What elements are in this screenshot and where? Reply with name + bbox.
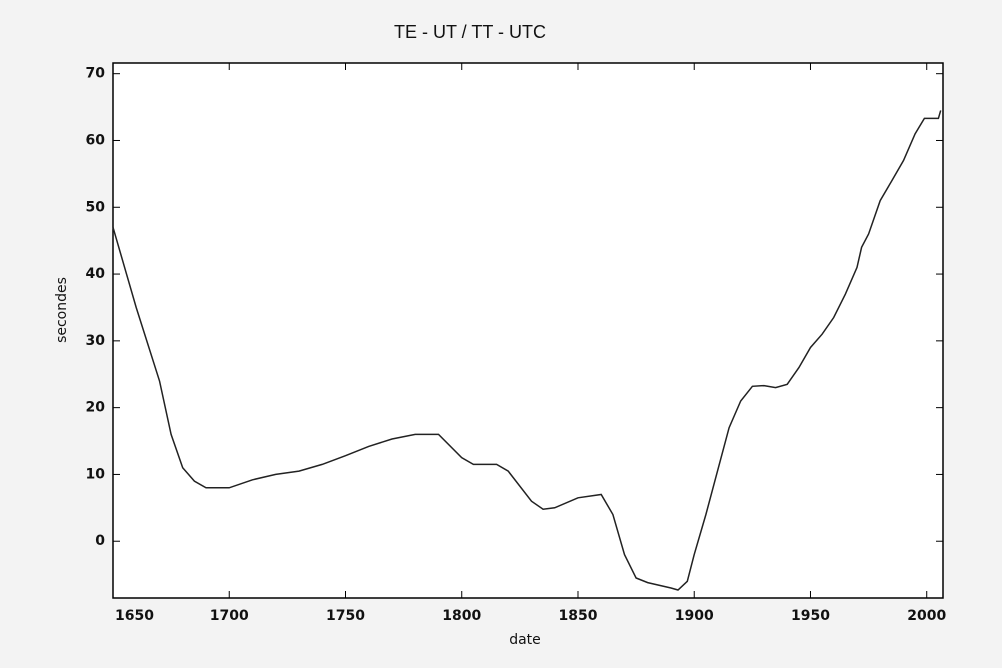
y-tick-label: 60 (86, 132, 106, 148)
plot-area (112, 62, 944, 599)
y-tick-label: 10 (86, 466, 106, 482)
y-tick-label: 50 (86, 199, 106, 215)
x-tick-label: 1850 (559, 608, 598, 624)
x-tick-label: 1700 (210, 608, 249, 624)
x-tick-label: 1650 (115, 608, 154, 624)
y-tick-label: 0 (95, 533, 105, 549)
chart-title: TE - UT / TT - UTC (394, 22, 546, 42)
x-tick-label: 2000 (907, 608, 946, 624)
x-tick-label: 1750 (326, 608, 365, 624)
x-tick-label: 1950 (791, 608, 830, 624)
y-tick-label: 30 (86, 333, 106, 349)
x-axis-label: date (509, 632, 541, 648)
data-line (112, 110, 942, 591)
y-tick-label: 40 (86, 266, 106, 282)
x-tick-label: 1800 (442, 608, 481, 624)
y-axis-label: secondes (54, 277, 70, 343)
y-tick-label: 70 (86, 66, 106, 82)
y-tick-label: 20 (86, 400, 106, 416)
x-tick-label: 1900 (675, 608, 714, 624)
